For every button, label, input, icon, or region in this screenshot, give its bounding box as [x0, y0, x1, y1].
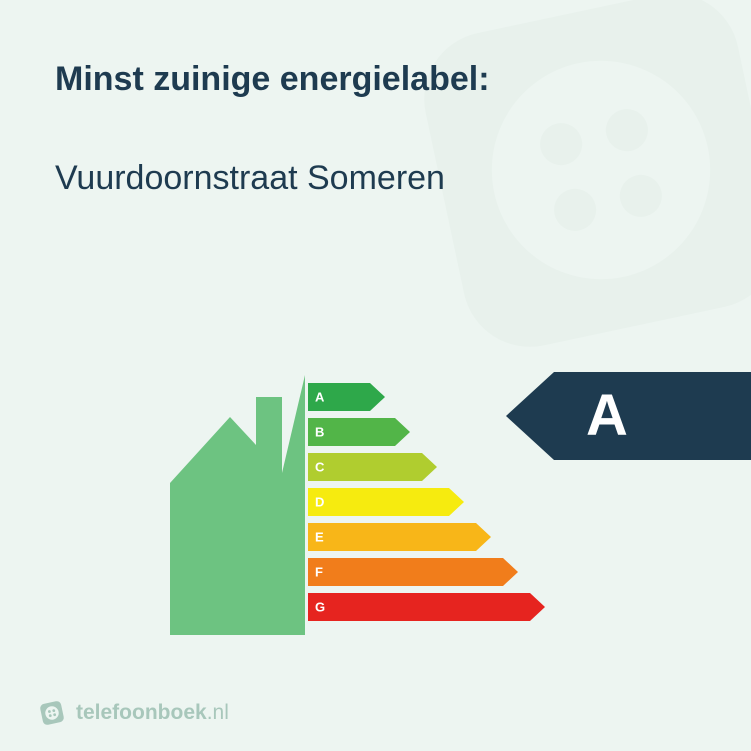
- bar-shape: [308, 523, 491, 551]
- bar-shape: [308, 453, 437, 481]
- bar-label: D: [315, 495, 324, 510]
- efficiency-bar-e: E: [308, 523, 608, 551]
- bar-label: C: [315, 460, 324, 475]
- bar-label: G: [315, 600, 325, 615]
- bar-shape: [308, 558, 518, 586]
- bar-shape: [308, 488, 464, 516]
- energy-label-card: Minst zuinige energielabel: Vuurdoornstr…: [0, 0, 751, 751]
- house-icon: [160, 375, 305, 635]
- result-badge: A: [506, 372, 751, 460]
- footer-logo-icon: [38, 699, 66, 727]
- bar-label: E: [315, 530, 324, 545]
- footer-brand: telefoonboek.nl: [76, 701, 229, 725]
- card-title: Minst zuinige energielabel:: [55, 60, 696, 99]
- bar-label: F: [315, 565, 323, 580]
- footer: telefoonboek.nl: [38, 699, 229, 727]
- card-subtitle: Vuurdoornstraat Someren: [55, 159, 696, 198]
- bar-label: B: [315, 425, 324, 440]
- efficiency-bar-f: F: [308, 558, 608, 586]
- result-label: A: [586, 387, 628, 445]
- result-badge-shape: [506, 372, 751, 460]
- bar-shape: [308, 593, 545, 621]
- footer-brand-rest: .nl: [207, 701, 229, 724]
- efficiency-bar-g: G: [308, 593, 608, 621]
- bar-label: A: [315, 390, 324, 405]
- efficiency-bar-d: D: [308, 488, 608, 516]
- footer-brand-bold: telefoonboek: [76, 701, 207, 724]
